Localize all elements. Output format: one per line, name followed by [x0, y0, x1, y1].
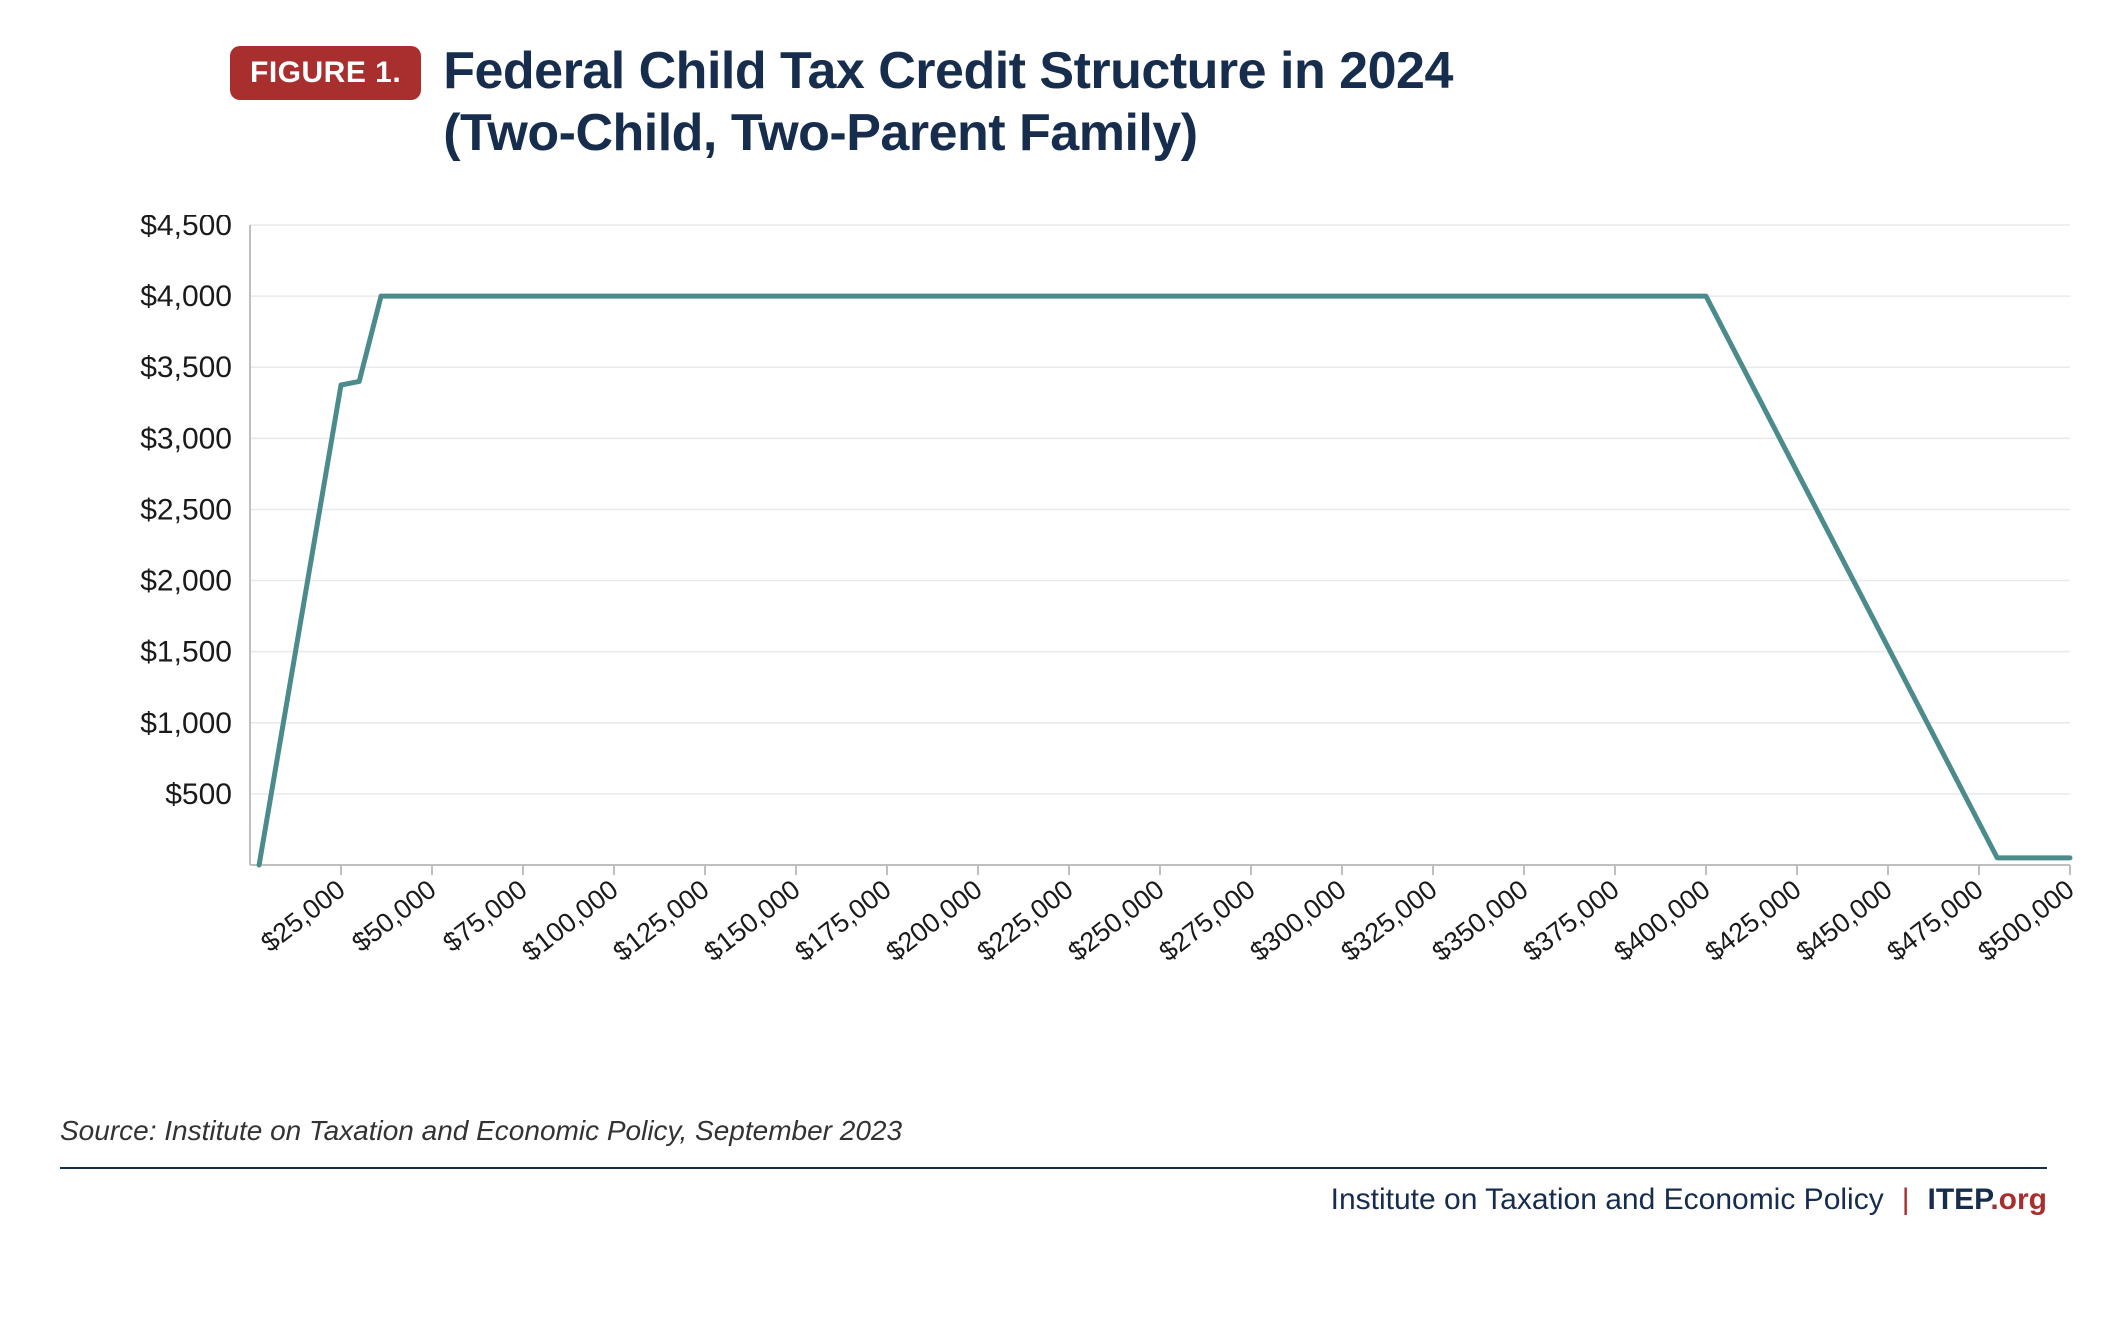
svg-text:$100,000: $100,000 — [516, 874, 623, 967]
source-citation: Source: Institute on Taxation and Econom… — [60, 1115, 2047, 1147]
svg-text:$25,000: $25,000 — [255, 874, 350, 958]
title-line-1: Federal Child Tax Credit Structure in 20… — [443, 42, 1453, 100]
svg-text:$1,500: $1,500 — [140, 635, 232, 668]
footer-logo-itep: ITEP — [1928, 1183, 1991, 1216]
svg-text:$50,000: $50,000 — [346, 874, 441, 958]
svg-text:$325,000: $325,000 — [1335, 874, 1442, 967]
footer-logo: ITEP.org — [1928, 1183, 2047, 1217]
footer: Institute on Taxation and Economic Polic… — [60, 1167, 2047, 1217]
svg-text:$300,000: $300,000 — [1244, 874, 1351, 967]
footer-logo-org: .org — [1990, 1183, 2047, 1216]
svg-text:$375,000: $375,000 — [1517, 874, 1624, 967]
svg-text:$150,000: $150,000 — [698, 874, 805, 967]
svg-text:$500,000: $500,000 — [1972, 874, 2079, 967]
svg-text:$500: $500 — [165, 778, 232, 811]
line-chart: $500 $1,000 $1,500 $2,000 $2,500 $3,000 $3,500… — [100, 215, 2100, 1035]
svg-text:$1,000: $1,000 — [140, 707, 232, 740]
svg-text:$125,000: $125,000 — [607, 874, 714, 967]
svg-text:$275,000: $275,000 — [1153, 874, 1260, 967]
svg-text:$250,000: $250,000 — [1062, 874, 1169, 967]
svg-text:$4,500: $4,500 — [140, 215, 232, 242]
chart-header: FIGURE 1. Federal Child Tax Credit Struc… — [230, 40, 2047, 165]
footer-org-name: Institute on Taxation and Economic Polic… — [1331, 1183, 1884, 1217]
svg-text:$225,000: $225,000 — [971, 874, 1078, 967]
svg-text:$475,000: $475,000 — [1881, 874, 1988, 967]
svg-text:$2,000: $2,000 — [140, 564, 232, 597]
svg-text:$3,500: $3,500 — [140, 351, 232, 384]
svg-text:$450,000: $450,000 — [1790, 874, 1897, 967]
svg-text:$2,500: $2,500 — [140, 493, 232, 526]
svg-text:$350,000: $350,000 — [1426, 874, 1533, 967]
chart-title: Federal Child Tax Credit Structure in 20… — [443, 40, 1453, 165]
footer-separator: | — [1902, 1183, 1910, 1217]
title-line-2: (Two-Child, Two-Parent Family) — [443, 104, 1197, 162]
svg-text:$200,000: $200,000 — [880, 874, 987, 967]
figure-badge: FIGURE 1. — [230, 46, 421, 100]
svg-text:$400,000: $400,000 — [1608, 874, 1715, 967]
svg-text:$4,000: $4,000 — [140, 280, 232, 313]
svg-text:$175,000: $175,000 — [789, 874, 896, 967]
svg-text:$3,000: $3,000 — [140, 422, 232, 455]
chart-container: $500 $1,000 $1,500 $2,000 $2,500 $3,000 $3,500… — [100, 215, 2007, 1035]
svg-text:$425,000: $425,000 — [1699, 874, 1806, 967]
